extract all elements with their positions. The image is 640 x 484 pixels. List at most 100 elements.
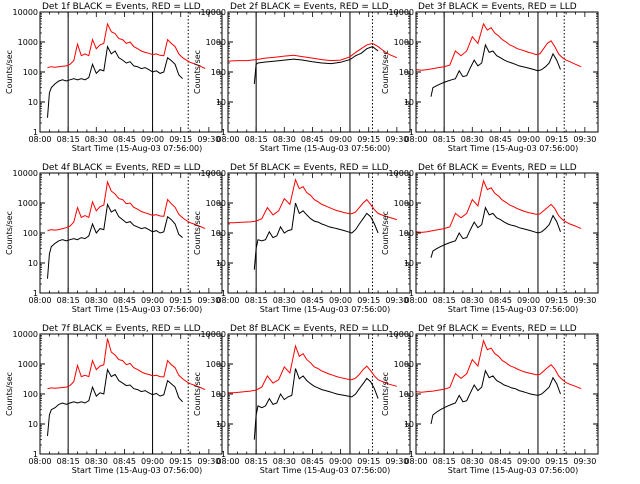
x-tick-label: 08:30 xyxy=(461,296,484,305)
y-tick-label: 10000 xyxy=(201,330,226,339)
y-tick-label: 10000 xyxy=(389,169,414,178)
y-tick-label: 1000 xyxy=(206,38,226,47)
x-tick-label: 08:15 xyxy=(433,296,456,305)
x-tick-label: 08:00 xyxy=(216,296,239,305)
y-tick-label: 1 xyxy=(409,289,414,298)
x-axis-label: Start Time (15-Aug-03 07:56:00) xyxy=(448,466,579,475)
y-axis-label: Counts/sec xyxy=(193,50,202,94)
lld-series-line xyxy=(228,178,398,224)
x-axis-label: Start Time (15-Aug-03 07:56:00) xyxy=(260,466,391,475)
x-tick-label: 08:45 xyxy=(301,296,324,305)
x-tick-label: 08:45 xyxy=(489,296,512,305)
y-tick-label: 10 xyxy=(404,420,414,429)
x-tick-label: 08:00 xyxy=(28,457,51,466)
x-tick-label: 08:00 xyxy=(28,135,51,144)
x-tick-label: 08:30 xyxy=(85,296,108,305)
y-tick-label: 10 xyxy=(404,259,414,268)
x-tick-label: 09:30 xyxy=(197,457,220,466)
lld-series-line xyxy=(416,179,582,233)
y-tick-label: 100 xyxy=(23,229,38,238)
plot-frame xyxy=(39,333,223,455)
y-tick-label: 1000 xyxy=(206,360,226,369)
x-tick-label: 09:15 xyxy=(545,296,568,305)
x-tick-label: 09:30 xyxy=(385,296,408,305)
x-tick-label: 08:30 xyxy=(273,135,296,144)
x-tick-label: 09:30 xyxy=(197,296,220,305)
x-tick-label: 09:15 xyxy=(357,457,380,466)
y-tick-label: 10000 xyxy=(389,8,414,17)
x-tick-label: 09:30 xyxy=(573,135,596,144)
detector-panel: Det 9f BLACK = Events, RED = LLD 1 10 100 10… xyxy=(381,324,599,475)
plot-frame xyxy=(227,11,411,133)
x-tick-label: 09:15 xyxy=(169,296,192,305)
x-tick-label: 08:30 xyxy=(273,457,296,466)
y-axis-label: Counts/sec xyxy=(193,211,202,255)
y-tick-label: 1 xyxy=(221,128,226,137)
plot-title: Det 1f BLACK = Events, RED = LLD xyxy=(42,2,201,12)
detector-panel: Det 5f BLACK = Events, RED = LLD11010010… xyxy=(193,163,411,314)
x-tick-label: 08:30 xyxy=(273,296,296,305)
y-tick-label: 100 xyxy=(23,390,38,399)
x-tick-label: 08:00 xyxy=(28,296,51,305)
y-tick-label: 100 xyxy=(399,390,414,399)
lld-series-line xyxy=(228,344,398,394)
x-tick-label: 09:00 xyxy=(517,457,540,466)
y-tick-label: 1 xyxy=(409,450,414,459)
x-tick-label: 09:15 xyxy=(545,457,568,466)
y-tick-label: 10000 xyxy=(13,169,38,178)
events-series-line xyxy=(430,206,561,258)
x-tick-label: 09:00 xyxy=(517,296,540,305)
detector-panel: Det 6f BLACK = Events, RED = LLD 1 10 100 10… xyxy=(381,163,599,314)
y-tick-label: 10 xyxy=(404,98,414,107)
x-tick-label: 08:45 xyxy=(489,135,512,144)
detector-panel: Det 7f BLACK = Events, RED = LLD11010010… xyxy=(5,324,223,475)
x-tick-label: 08:30 xyxy=(461,135,484,144)
lld-series-line xyxy=(47,22,206,70)
y-axis-label: Counts/sec xyxy=(5,372,14,416)
x-tick-label: 08:15 xyxy=(245,135,268,144)
x-tick-label: 09:15 xyxy=(357,296,380,305)
y-tick-label: 1000 xyxy=(18,360,38,369)
x-tick-label: 09:15 xyxy=(169,457,192,466)
y-tick-label: 100 xyxy=(211,68,226,77)
events-series-line xyxy=(253,202,379,270)
plot-frame xyxy=(415,333,599,455)
x-tick-label: 09:15 xyxy=(357,135,380,144)
y-tick-label: 1 xyxy=(33,450,38,459)
y-tick-label: 10 xyxy=(216,98,226,107)
plot-frame xyxy=(39,172,223,294)
y-tick-label: 10 xyxy=(28,259,38,268)
plot-frame xyxy=(415,11,599,133)
y-tick-label: 10 xyxy=(28,420,38,429)
y-tick-label: 10000 xyxy=(13,8,38,17)
y-axis-label: Counts/sec xyxy=(381,372,390,416)
plot-frame xyxy=(227,333,411,455)
x-tick-label: 08:00 xyxy=(216,135,239,144)
x-tick-label: 08:45 xyxy=(301,457,324,466)
x-tick-label: 08:15 xyxy=(245,457,268,466)
detector-panel: Det 2f BLACK = Events, RED = LLD11010010… xyxy=(193,2,411,153)
events-series-line xyxy=(47,368,183,436)
x-axis-label: Start Time (15-Aug-03 07:56:00) xyxy=(72,466,203,475)
x-tick-label: 08:45 xyxy=(489,457,512,466)
plot-frame xyxy=(415,172,599,294)
detector-panel: Det 4f BLACK = Events, RED = LLD11010010… xyxy=(5,163,223,314)
y-tick-label: 10 xyxy=(28,98,38,107)
y-tick-label: 10000 xyxy=(201,8,226,17)
x-tick-label: 08:00 xyxy=(404,457,427,466)
lld-series-line xyxy=(228,42,398,62)
plot-title: Det 6f BLACK = Events, RED = LLD xyxy=(418,163,577,173)
y-tick-label: 100 xyxy=(211,390,226,399)
y-tick-label: 10 xyxy=(216,420,226,429)
x-axis-label: Start Time (15-Aug-03 07:56:00) xyxy=(72,305,203,314)
lld-series-line xyxy=(416,22,582,71)
y-tick-label: 10 xyxy=(216,259,226,268)
lld-series-line xyxy=(47,338,206,391)
plot-title: Det 8f BLACK = Events, RED = LLD xyxy=(230,324,389,334)
y-axis-label: Counts/sec xyxy=(5,50,14,94)
y-tick-label: 1 xyxy=(33,289,38,298)
x-tick-label: 08:00 xyxy=(404,135,427,144)
y-axis-label: Counts/sec xyxy=(381,211,390,255)
x-tick-label: 08:45 xyxy=(113,296,136,305)
